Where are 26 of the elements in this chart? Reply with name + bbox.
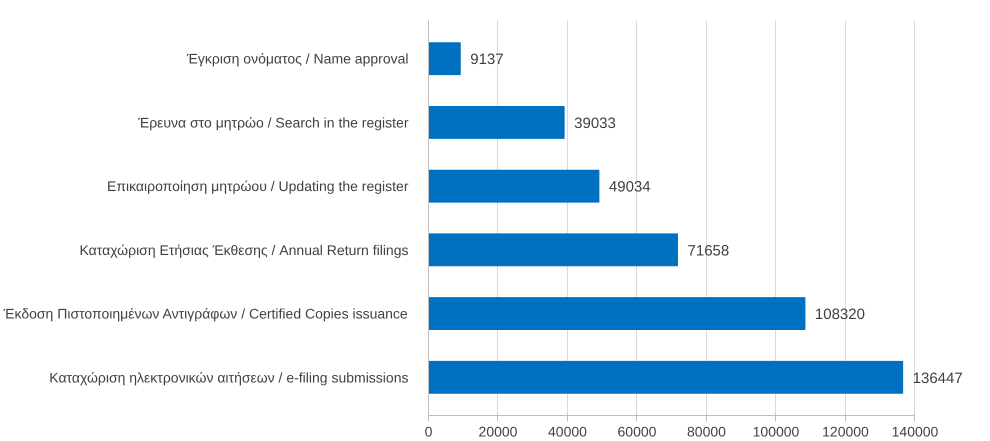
x-tick-label: 140000 (892, 424, 939, 440)
y-tick-label: Καταχώριση Ετήσιας Έκθεσης / Annual Return filings (80, 242, 409, 258)
bar (428, 233, 678, 266)
y-tick-label: Έκδοση Πιστοποιημένων Αντιγράφων / Certified Copies issuance (2, 306, 408, 322)
x-tick-label: 0 (424, 424, 433, 440)
x-tick-label: 80000 (687, 424, 726, 440)
y-tick-label: Καταχώριση ηλεκτρονικών αιτήσεων / e-filing submissions (49, 369, 409, 386)
bar (428, 360, 904, 394)
y-tick-label: Έρευνα στο μητρώο / Search in the register (137, 114, 409, 130)
bar (428, 42, 461, 76)
y-tick-label: Έγκριση ονόματος / Name approval (186, 50, 409, 67)
x-tick-label: 40000 (548, 424, 588, 440)
x-tick-label: 100000 (752, 424, 800, 440)
x-tick-label: 20000 (478, 424, 518, 440)
data-label: 136447 (912, 370, 963, 387)
y-tick-label: Επικαιροποίηση μητρώου / Updating the register (106, 178, 409, 194)
data-label: 9137 (470, 51, 504, 68)
data-label: 49034 (608, 178, 651, 196)
data-label: 108320 (814, 306, 865, 324)
x-tick-label: 120000 (822, 424, 870, 440)
bar (428, 170, 600, 203)
data-label: 71658 (688, 242, 730, 260)
data-label: 39033 (574, 114, 616, 132)
bar (428, 106, 565, 139)
x-tick-label: 60000 (618, 424, 657, 440)
bar (428, 297, 806, 330)
